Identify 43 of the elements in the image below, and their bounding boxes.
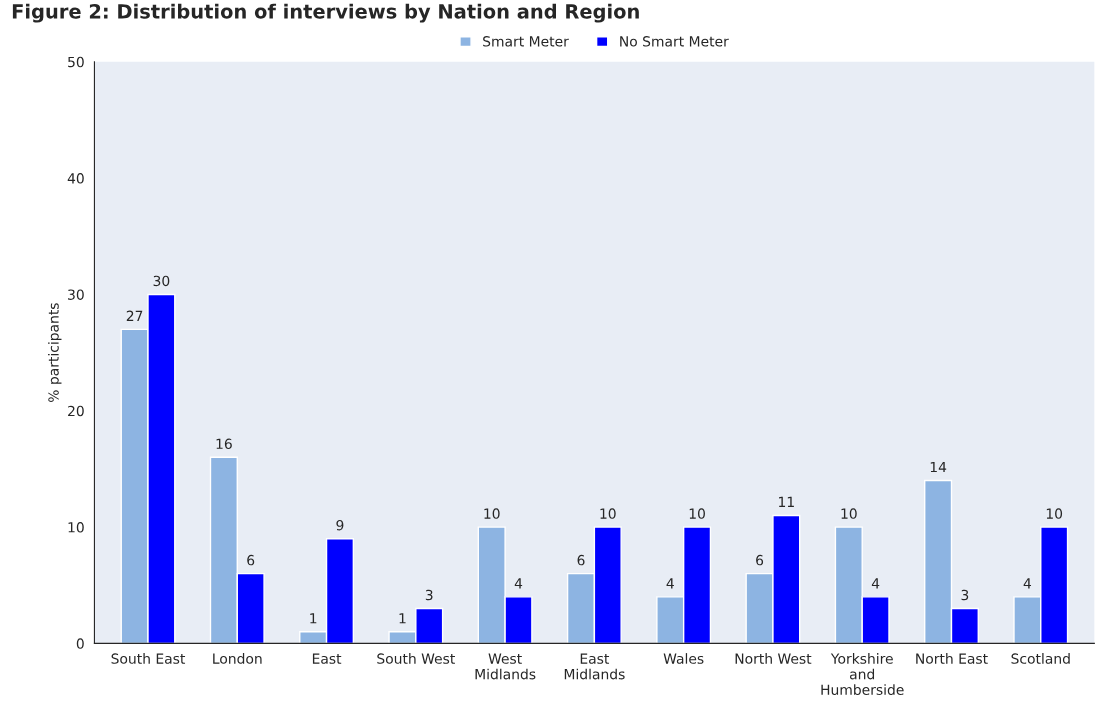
data-label: 6 <box>247 554 255 566</box>
data-label: 9 <box>336 519 344 531</box>
data-label: 11 <box>779 496 794 507</box>
y-tick-label: 10 <box>68 522 84 533</box>
chart-title: Figure 2: Distribution of interviews by Nation and Region <box>12 3 639 23</box>
x-tick-label: South East <box>111 653 186 664</box>
x-tick-label: West Midlands <box>475 653 536 680</box>
data-label: 1 <box>310 613 317 624</box>
x-tick-label: East Midlands <box>564 653 625 680</box>
legend-label: Smart Meter <box>483 36 569 47</box>
y-axis-title: % participants <box>48 303 62 402</box>
data-label: 14 <box>930 461 947 473</box>
data-label: 3 <box>961 589 969 601</box>
data-label: 10 <box>600 508 616 519</box>
data-label: 30 <box>153 275 170 287</box>
data-label: 4 <box>666 578 674 589</box>
data-label: 3 <box>425 589 433 601</box>
data-label: 6 <box>756 554 764 566</box>
data-label: 1 <box>399 613 406 624</box>
data-label: 4 <box>871 578 880 589</box>
y-tick-label: 30 <box>68 289 84 300</box>
x-tick-label: Wales <box>663 653 704 664</box>
data-label: 10 <box>1046 508 1063 519</box>
x-tick-label: London <box>213 653 262 664</box>
data-label: 16 <box>216 438 232 450</box>
data-label: 4 <box>514 578 523 589</box>
data-label: 6 <box>577 554 585 566</box>
y-tick-label: 20 <box>68 405 84 417</box>
data-label: 10 <box>484 508 500 519</box>
x-tick-label: North West <box>735 653 812 664</box>
data-label: 4 <box>1023 578 1032 589</box>
y-tick-label: 40 <box>67 173 84 184</box>
x-tick-label: Scotland <box>1011 653 1070 664</box>
x-tick-label: South West <box>377 653 455 664</box>
x-tick-label: North East <box>916 653 988 664</box>
data-label: 10 <box>841 508 857 519</box>
x-tick-label: Yorkshire and Humberside <box>821 653 904 695</box>
y-tick-label: 50 <box>68 56 84 68</box>
legend-label: No Smart Meter <box>620 36 729 47</box>
data-label: 10 <box>689 508 705 519</box>
y-tick-label: 0 <box>76 638 84 649</box>
data-label: 27 <box>126 310 143 321</box>
x-tick-label: East <box>312 653 342 664</box>
